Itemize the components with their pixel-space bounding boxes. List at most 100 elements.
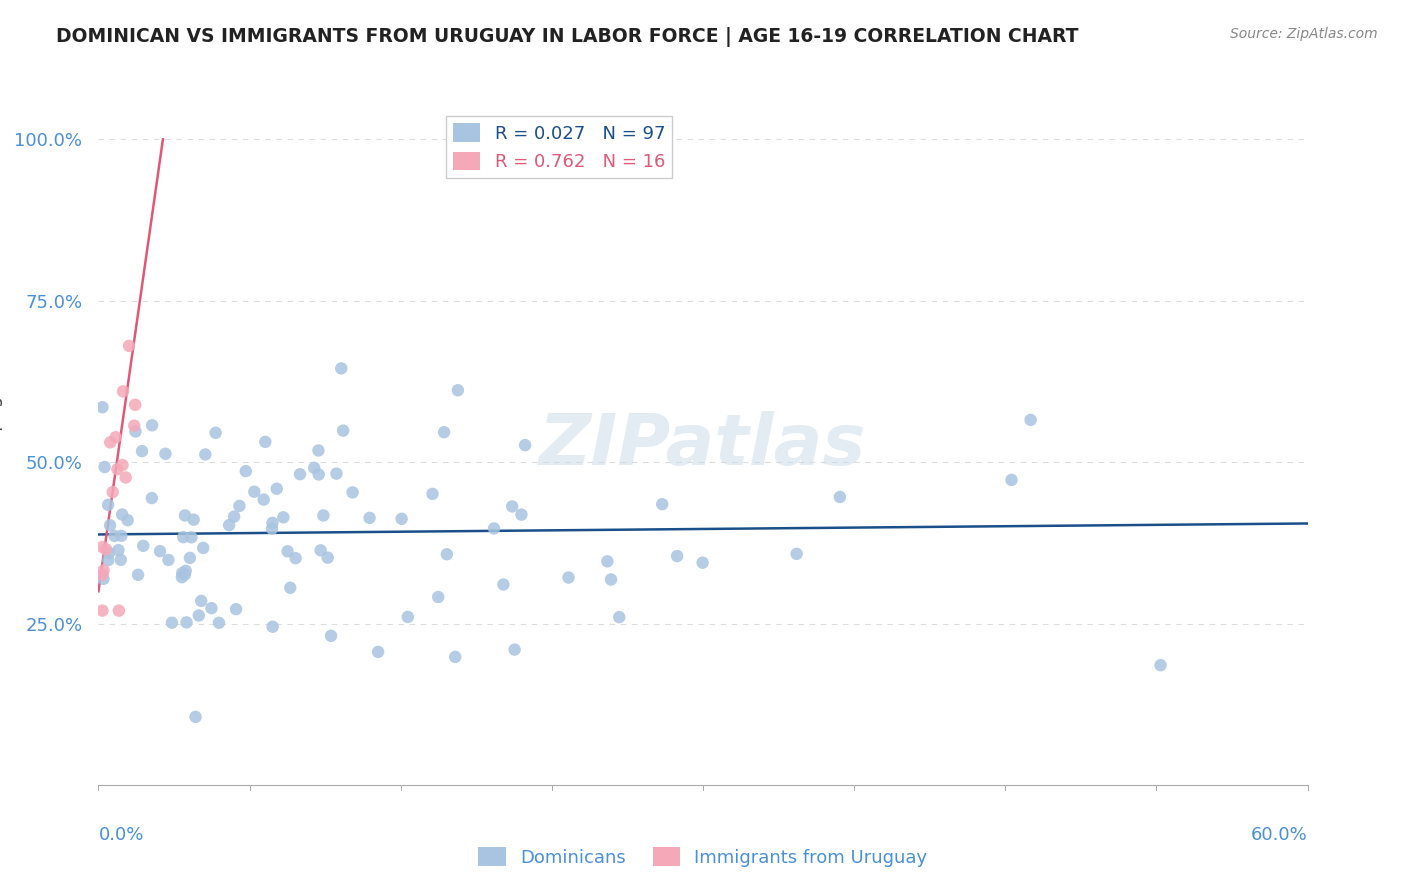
- Point: [273, 510, 295, 524]
- Point: [228, 499, 250, 513]
- Point: [111, 458, 134, 472]
- Point: [141, 491, 163, 505]
- Point: [492, 577, 515, 591]
- Legend: R = 0.027   N = 97, R = 0.762   N = 16: R = 0.027 N = 97, R = 0.762 N = 16: [446, 116, 672, 178]
- Legend: Dominicans, Immigrants from Uruguay: Dominicans, Immigrants from Uruguay: [471, 840, 935, 874]
- Point: [160, 615, 183, 630]
- Point: [1000, 473, 1022, 487]
- Point: [254, 434, 277, 449]
- Point: [319, 629, 342, 643]
- Point: [596, 554, 619, 568]
- Point: [284, 551, 307, 566]
- Text: ZIPatlas: ZIPatlas: [540, 411, 866, 481]
- Point: [93, 572, 115, 586]
- Point: [367, 645, 389, 659]
- Point: [170, 570, 193, 584]
- Point: [98, 518, 121, 533]
- Point: [692, 556, 714, 570]
- Point: [104, 430, 127, 444]
- Point: [176, 615, 198, 630]
- Point: [94, 542, 117, 557]
- Point: [91, 567, 114, 582]
- Point: [316, 550, 339, 565]
- Point: [312, 508, 335, 523]
- Point: [225, 602, 247, 616]
- Point: [557, 571, 579, 585]
- Point: [101, 485, 124, 500]
- Point: [93, 460, 115, 475]
- Point: [179, 550, 201, 565]
- Point: [98, 546, 121, 560]
- Point: [103, 529, 125, 543]
- Point: [309, 543, 332, 558]
- Text: DOMINICAN VS IMMIGRANTS FROM URUGUAY IN LABOR FORCE | AGE 16-19 CORRELATION CHAR: DOMINICAN VS IMMIGRANTS FROM URUGUAY IN …: [56, 27, 1078, 46]
- Point: [172, 530, 194, 544]
- Point: [262, 620, 284, 634]
- Point: [105, 462, 128, 476]
- Point: [396, 610, 419, 624]
- Text: 60.0%: 60.0%: [1251, 826, 1308, 844]
- Point: [141, 418, 163, 433]
- Point: [122, 418, 145, 433]
- Point: [110, 529, 132, 543]
- Point: [174, 564, 197, 578]
- Point: [307, 443, 329, 458]
- Point: [174, 567, 197, 582]
- Point: [108, 604, 131, 618]
- Y-axis label: In Labor Force | Age 16-19: In Labor Force | Age 16-19: [0, 326, 3, 566]
- Point: [114, 470, 136, 484]
- Point: [124, 398, 146, 412]
- Point: [342, 485, 364, 500]
- Point: [124, 425, 146, 439]
- Point: [193, 541, 215, 555]
- Point: [200, 601, 222, 615]
- Point: [132, 539, 155, 553]
- Point: [224, 509, 246, 524]
- Point: [1149, 658, 1171, 673]
- Point: [513, 438, 536, 452]
- Point: [183, 513, 205, 527]
- Point: [308, 467, 330, 482]
- Point: [155, 447, 177, 461]
- Point: [666, 549, 689, 563]
- Point: [503, 642, 526, 657]
- Point: [187, 608, 209, 623]
- Point: [260, 522, 283, 536]
- Point: [117, 513, 139, 527]
- Point: [190, 594, 212, 608]
- Point: [482, 521, 505, 535]
- Point: [828, 490, 851, 504]
- Point: [1019, 413, 1042, 427]
- Point: [447, 383, 470, 397]
- Point: [97, 553, 120, 567]
- Point: [97, 498, 120, 512]
- Point: [98, 435, 121, 450]
- Point: [325, 467, 347, 481]
- Point: [208, 615, 231, 630]
- Point: [332, 424, 354, 438]
- Point: [277, 544, 299, 558]
- Point: [427, 590, 450, 604]
- Point: [131, 444, 153, 458]
- Point: [786, 547, 808, 561]
- Point: [111, 508, 134, 522]
- Point: [422, 487, 444, 501]
- Point: [433, 425, 456, 440]
- Point: [262, 516, 284, 530]
- Point: [149, 544, 172, 558]
- Point: [444, 649, 467, 664]
- Point: [112, 384, 135, 399]
- Text: 0.0%: 0.0%: [98, 826, 143, 844]
- Point: [204, 425, 226, 440]
- Point: [218, 518, 240, 533]
- Point: [107, 543, 129, 558]
- Point: [174, 508, 197, 523]
- Point: [607, 610, 630, 624]
- Point: [180, 530, 202, 544]
- Point: [651, 497, 673, 511]
- Point: [235, 464, 257, 478]
- Point: [510, 508, 533, 522]
- Point: [253, 492, 276, 507]
- Point: [184, 710, 207, 724]
- Point: [91, 604, 114, 618]
